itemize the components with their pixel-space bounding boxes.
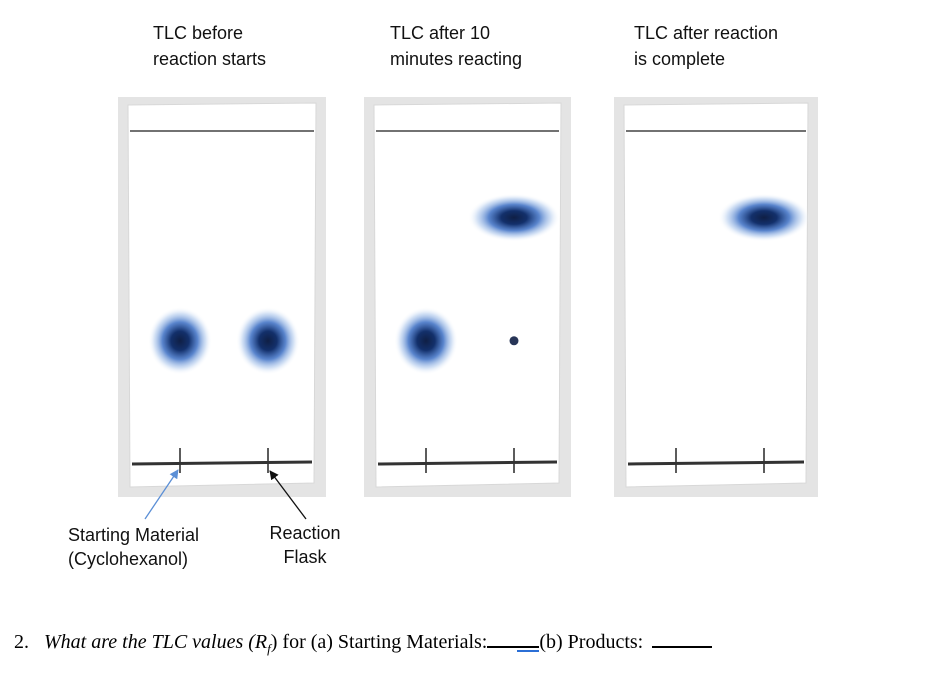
baseline (627, 460, 805, 466)
tlc-spot (509, 336, 519, 346)
question-part-a: ) for (a) Starting Materials: (270, 631, 488, 653)
tlc-spot (394, 306, 458, 375)
baseline (131, 460, 313, 466)
question-text: 2. What are the TLC values (Rf) for (a) … (14, 628, 713, 657)
plate-1-heading: TLC before reaction starts (153, 23, 267, 69)
tlc-plate-3 (614, 97, 818, 497)
plate-surface (127, 102, 317, 488)
question-part-b: (b) Products: (539, 631, 644, 653)
tlc-plate-1 (118, 97, 326, 497)
starting-material-label: Starting Material (Cyclohexanol) (68, 525, 200, 569)
plate-2-heading: TLC after 10 minutes reacting (390, 23, 523, 69)
question-subscript: f (267, 641, 271, 656)
tlc-spot (148, 306, 212, 375)
question-italic: What are the TLC values (R (44, 631, 268, 653)
answer-blank-a[interactable] (487, 628, 540, 652)
plate-surface (623, 102, 809, 488)
answer-blank-b[interactable] (652, 628, 713, 648)
starting-material-arrow (144, 469, 179, 520)
plate-3-heading: TLC after reaction is complete (634, 23, 779, 69)
tlc-spot (236, 306, 300, 375)
tlc-plates (118, 97, 818, 520)
baseline (377, 460, 558, 466)
reaction-flask-arrow (269, 470, 307, 520)
plate-surface (373, 102, 562, 488)
question-number: 2. (14, 631, 29, 653)
reaction-flask-label: Reaction Flask (269, 523, 341, 567)
tlc-spot (718, 193, 810, 242)
tlc-spot (468, 193, 560, 242)
tlc-plate-2 (364, 97, 571, 497)
